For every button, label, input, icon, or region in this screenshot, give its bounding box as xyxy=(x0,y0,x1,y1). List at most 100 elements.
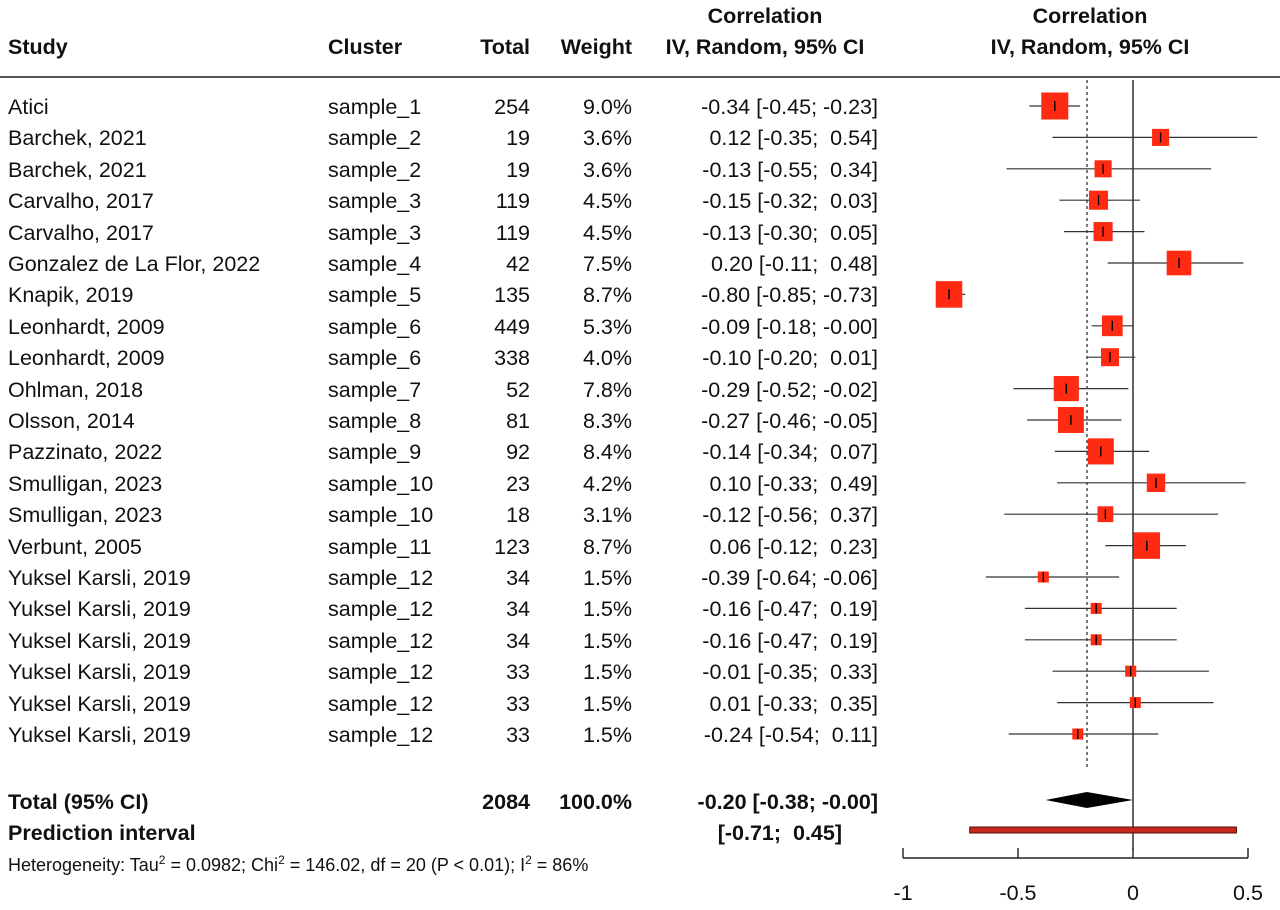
x-axis-tick-label: -1 xyxy=(893,881,913,905)
header-divider xyxy=(0,76,1280,78)
header-study: Study xyxy=(8,35,68,59)
row-cluster: sample_12 xyxy=(328,691,434,716)
row-total: 338 xyxy=(494,346,530,371)
row-weight: 1.5% xyxy=(582,691,632,716)
row-ci: -0.01 [-0.35; 0.33] xyxy=(702,660,878,685)
row-weight: 4.2% xyxy=(582,471,632,496)
row-total: 19 xyxy=(506,157,530,182)
pooled-weight: 100.0% xyxy=(559,790,632,814)
row-cluster: sample_3 xyxy=(328,189,422,214)
row-weight: 8.3% xyxy=(582,409,632,433)
row-study: Yuksel Karsli, 2019 xyxy=(8,691,191,716)
row-ci: -0.24 [-0.54; 0.11] xyxy=(703,723,878,747)
row-cluster: sample_7 xyxy=(328,377,422,402)
row-total: 34 xyxy=(506,628,530,653)
row-study: Leonhardt, 2009 xyxy=(8,314,165,339)
row-study: Verbunt, 2005 xyxy=(8,534,142,559)
row-cluster: sample_12 xyxy=(328,597,434,622)
row-total: 81 xyxy=(506,409,530,433)
row-ci: -0.14 [-0.34; 0.07] xyxy=(702,440,878,465)
row-cluster: sample_12 xyxy=(328,660,434,685)
row-study: Barchek, 2021 xyxy=(8,157,147,182)
row-total: 449 xyxy=(494,314,530,339)
row-cluster: sample_8 xyxy=(328,409,422,433)
row-total: 254 xyxy=(494,95,530,119)
row-total: 33 xyxy=(506,723,530,747)
row-ci: 0.10 [-0.33; 0.49] xyxy=(709,471,878,496)
header-ci-sub: IV, Random, 95% CI xyxy=(665,35,865,59)
row-total: 34 xyxy=(506,597,530,622)
row-study: Leonhardt, 2009 xyxy=(8,346,165,371)
row-ci: -0.34 [-0.45; -0.23] xyxy=(701,95,878,119)
row-total: 42 xyxy=(506,252,530,276)
row-weight: 3.1% xyxy=(582,503,632,528)
row-total: 23 xyxy=(506,471,530,496)
row-weight: 1.5% xyxy=(582,660,632,685)
row-weight: 5.3% xyxy=(582,314,632,339)
row-study: Yuksel Karsli, 2019 xyxy=(8,628,191,653)
row-cluster: sample_12 xyxy=(328,566,434,590)
row-cluster: sample_11 xyxy=(328,534,432,559)
row-cluster: sample_3 xyxy=(328,220,422,245)
row-study: Pazzinato, 2022 xyxy=(8,440,163,465)
row-cluster: sample_10 xyxy=(328,471,434,496)
row-ci: 0.20 [-0.11; 0.48] xyxy=(711,252,878,276)
row-study: Carvalho, 2017 xyxy=(8,189,154,214)
row-total: 18 xyxy=(506,503,530,528)
row-ci: -0.39 [-0.64; -0.06] xyxy=(701,566,878,590)
header-weight: Weight xyxy=(560,35,632,59)
header-cluster: Cluster xyxy=(328,35,403,59)
row-ci: 0.12 [-0.35; 0.54] xyxy=(709,126,878,151)
prediction-label: Prediction interval xyxy=(8,821,196,845)
row-weight: 3.6% xyxy=(582,157,632,182)
row-weight: 1.5% xyxy=(582,628,632,653)
row-weight: 9.0% xyxy=(582,95,632,119)
header-ci-title: Correlation xyxy=(707,4,823,28)
row-cluster: sample_9 xyxy=(328,440,422,465)
row-total: 119 xyxy=(495,220,530,245)
prediction-ci: [-0.71; 0.45] xyxy=(717,821,842,845)
row-study: Ohlman, 2018 xyxy=(8,377,144,402)
row-ci: -0.12 [-0.56; 0.37] xyxy=(702,503,878,528)
row-cluster: sample_1 xyxy=(328,95,422,119)
row-study: Yuksel Karsli, 2019 xyxy=(8,660,191,685)
row-total: 119 xyxy=(495,189,530,214)
row-weight: 1.5% xyxy=(582,723,632,747)
row-ci: -0.13 [-0.55; 0.34] xyxy=(702,157,878,182)
row-study: Yuksel Karsli, 2019 xyxy=(8,597,191,622)
row-ci: -0.29 [-0.52; -0.02] xyxy=(701,377,878,402)
row-weight: 3.6% xyxy=(582,126,632,151)
header-plot-sub: IV, Random, 95% CI xyxy=(990,35,1190,59)
row-study: Gonzalez de La Flor, 2022 xyxy=(8,252,261,276)
row-study: Olsson, 2014 xyxy=(8,409,135,433)
row-weight: 7.5% xyxy=(582,252,632,276)
prediction-interval-bar xyxy=(969,826,1237,834)
row-cluster: sample_12 xyxy=(328,628,434,653)
row-total: 52 xyxy=(506,377,530,402)
row-study: Smulligan, 2023 xyxy=(8,471,163,496)
row-study: Carvalho, 2017 xyxy=(8,220,154,245)
heterogeneity-text: Heterogeneity: Tau2 = 0.0982; Chi2 = 146… xyxy=(8,853,589,875)
row-study: Smulligan, 2023 xyxy=(8,503,163,528)
row-weight: 1.5% xyxy=(582,566,632,590)
row-weight: 8.4% xyxy=(582,440,632,465)
row-ci: -0.80 [-0.85; -0.73] xyxy=(701,283,878,308)
row-weight: 4.5% xyxy=(582,220,632,245)
row-weight: 4.0% xyxy=(582,346,632,371)
row-ci: 0.01 [-0.33; 0.35] xyxy=(709,691,878,716)
row-total: 34 xyxy=(506,566,530,590)
row-ci: 0.06 [-0.12; 0.23] xyxy=(709,534,878,559)
pooled-diamond xyxy=(1045,792,1133,808)
row-ci: -0.16 [-0.47; 0.19] xyxy=(702,597,878,622)
row-cluster: sample_6 xyxy=(328,346,422,371)
row-study: Barchek, 2021 xyxy=(8,126,147,151)
row-ci: -0.13 [-0.30; 0.05] xyxy=(702,220,878,245)
row-total: 19 xyxy=(506,126,530,151)
row-weight: 8.7% xyxy=(582,534,632,559)
row-ci: -0.09 [-0.18; -0.00] xyxy=(701,314,878,339)
row-ci: -0.10 [-0.20; 0.01] xyxy=(702,346,878,371)
row-cluster: sample_2 xyxy=(328,157,422,182)
row-total: 123 xyxy=(494,534,530,559)
